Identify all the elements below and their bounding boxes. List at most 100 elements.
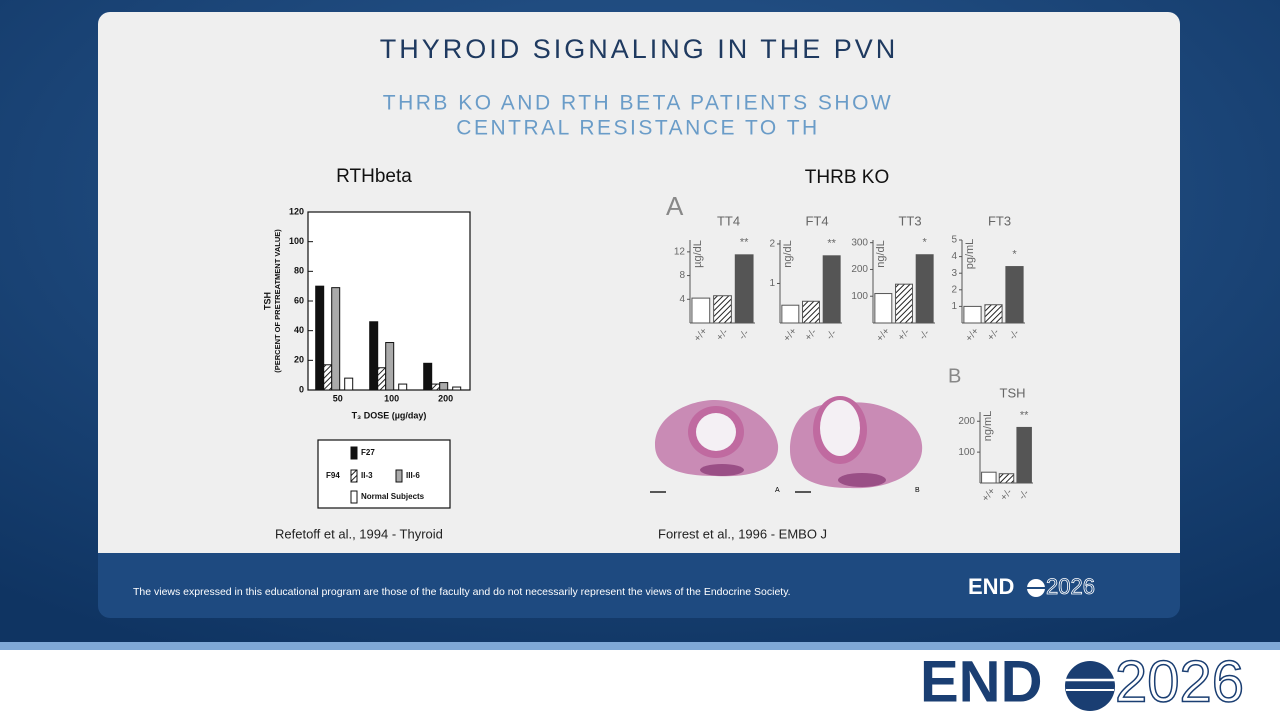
y-unit-label: ng/dL (782, 240, 794, 268)
bar (323, 364, 333, 391)
bar (1016, 426, 1032, 484)
legend-label: III-6 (406, 471, 420, 480)
x-tick-label: 200 (438, 393, 453, 403)
legend-swatch (395, 469, 403, 483)
y-tick-label: 8 (679, 270, 685, 281)
bar (781, 304, 800, 324)
bar (431, 383, 441, 391)
legend-label: II-3 (361, 471, 373, 480)
heading: THRB KO (805, 167, 889, 188)
bar (895, 283, 913, 324)
significance: ** (827, 238, 836, 250)
bar (998, 473, 1015, 484)
slide-card (98, 12, 1180, 553)
y-tick-label: 4 (951, 251, 957, 262)
y-tick-label: 0 (299, 384, 304, 394)
panel-title: TT4 (717, 213, 740, 228)
logo-year: 2026 (1115, 649, 1244, 714)
slide-title: THYROID SIGNALING IN THE PVN (380, 34, 899, 64)
bar (377, 367, 387, 391)
legend-label: Normal Subjects (361, 492, 425, 501)
y-tick-label: 120 (289, 206, 304, 216)
bar (915, 254, 934, 324)
x-tick-label: 50 (333, 393, 343, 403)
significance: * (1012, 248, 1017, 260)
y-tick-label: 4 (679, 294, 685, 305)
bar (423, 362, 433, 391)
y-tick-label: 2 (769, 239, 775, 250)
y-tick-label: 12 (674, 246, 686, 257)
y-tick-label: 60 (294, 295, 304, 305)
legend-swatch (350, 490, 358, 504)
y-unit-label: ng/dL (875, 240, 887, 268)
panel-letter: B (948, 365, 961, 387)
bar (734, 254, 754, 324)
x-axis-label: T₃ DOSE (µg/day) (352, 410, 427, 420)
bar (315, 285, 325, 391)
footer-logo: END 2026 (968, 573, 1095, 599)
bar (874, 293, 893, 324)
subtitle: THRB KO AND RTH BETA PATIENTS SHOW (383, 92, 894, 115)
logo-name: END (920, 649, 1042, 714)
y-tick-label: 40 (294, 325, 304, 335)
y-tick-label: 1 (951, 301, 957, 312)
legend-group: F94 (326, 471, 340, 480)
bar (981, 471, 997, 484)
y-tick-label: 5 (951, 235, 957, 246)
panel-title: TSH (1000, 385, 1026, 400)
bar (691, 297, 711, 324)
significance: ** (1020, 409, 1029, 421)
significance: * (923, 237, 928, 249)
heading: RTHbeta (336, 166, 412, 187)
y-tick-label: 300 (851, 237, 868, 248)
corner-logo: END 2026 (920, 649, 1245, 716)
legend-label: F27 (361, 448, 375, 457)
legend-frame (317, 439, 451, 509)
legend-swatch (350, 446, 358, 460)
panel-title: TT3 (898, 213, 921, 228)
y-unit-label: ng/mL (982, 411, 994, 442)
logo-year: 2026 (1046, 574, 1095, 599)
legend-swatch (350, 469, 358, 483)
bar (713, 295, 732, 324)
y-unit-label: pg/mL (964, 239, 976, 270)
y-tick-label: 100 (958, 447, 975, 458)
x-tick-label: 100 (384, 393, 399, 403)
bar (1005, 266, 1024, 324)
citation: Forrest et al., 1996 - EMBO J (658, 526, 827, 541)
y-tick-label: 80 (294, 266, 304, 276)
y-tick-label: 100 (851, 291, 868, 302)
panel-title: FT4 (805, 213, 828, 228)
panel-title: FT3 (988, 213, 1011, 228)
logo-name: END (968, 574, 1014, 599)
y-tick-label: 2 (951, 284, 957, 295)
citation: Refetoff et al., 1994 - Thyroid (275, 526, 443, 541)
y-tick-label: 100 (289, 236, 304, 246)
histology-image: A B (650, 396, 923, 494)
disclaimer: The views expressed in this educational … (133, 586, 791, 598)
y-tick-label: 3 (951, 268, 957, 279)
bar (452, 386, 462, 391)
bar (802, 300, 820, 324)
bar (344, 377, 354, 391)
bar (385, 342, 395, 391)
panel-letter: A (666, 191, 684, 221)
bar (822, 255, 841, 324)
y-tick-label: 1 (769, 278, 775, 289)
y-tick-label: 200 (851, 264, 868, 275)
subtitle: CENTRAL RESISTANCE TO TH (456, 117, 819, 140)
y-tick-label: 200 (958, 416, 975, 427)
bar (963, 305, 982, 324)
histology-label: B (915, 487, 920, 494)
bar (331, 287, 341, 391)
bar (984, 304, 1003, 324)
y-tick-label: 20 (294, 355, 304, 365)
bar (439, 382, 449, 391)
histology-label: A (775, 487, 780, 494)
divider (0, 642, 1280, 650)
y-unit-label: µg/dL (692, 240, 704, 268)
bar (369, 321, 379, 391)
significance: ** (740, 237, 749, 249)
bar (398, 383, 408, 391)
